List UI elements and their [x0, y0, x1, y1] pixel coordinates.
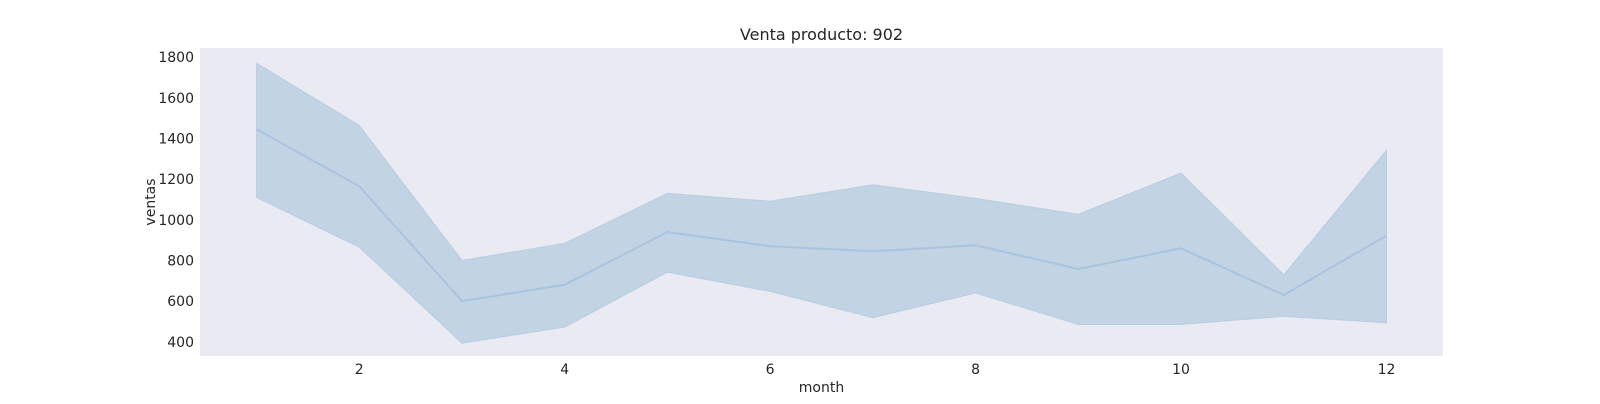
x-tick-label: 12 [1378, 362, 1396, 378]
y-tick-label: 1000 [158, 213, 194, 229]
data-point [974, 243, 978, 247]
data-point [255, 127, 259, 131]
confidence-band [256, 62, 1387, 344]
x-axis-title: month [799, 380, 844, 396]
chart-title: Venta producto: 902 [740, 25, 903, 44]
y-tick-label: 1600 [158, 91, 194, 107]
y-tick-label: 400 [167, 335, 194, 351]
data-point [1076, 267, 1080, 271]
data-point [357, 184, 361, 188]
x-tick-label: 2 [355, 362, 364, 378]
y-tick-label: 1400 [158, 132, 194, 148]
x-tick-label: 8 [971, 362, 980, 378]
y-tick-label: 600 [167, 294, 194, 310]
data-point [1179, 246, 1183, 250]
y-axis-title: ventas [143, 178, 159, 225]
data-point [563, 283, 567, 287]
data-point [1282, 293, 1286, 297]
data-point [1385, 234, 1389, 238]
data-point [871, 249, 875, 253]
data-point [768, 244, 772, 248]
data-point [460, 299, 464, 303]
y-tick-label: 1200 [158, 172, 194, 188]
y-tick-label: 800 [167, 253, 194, 269]
x-tick-label: 6 [766, 362, 775, 378]
data-point [665, 230, 669, 234]
y-tick-label: 1800 [158, 50, 194, 66]
x-tick-label: 10 [1172, 362, 1190, 378]
series-line [256, 128, 1388, 303]
x-tick-label: 4 [560, 362, 569, 378]
